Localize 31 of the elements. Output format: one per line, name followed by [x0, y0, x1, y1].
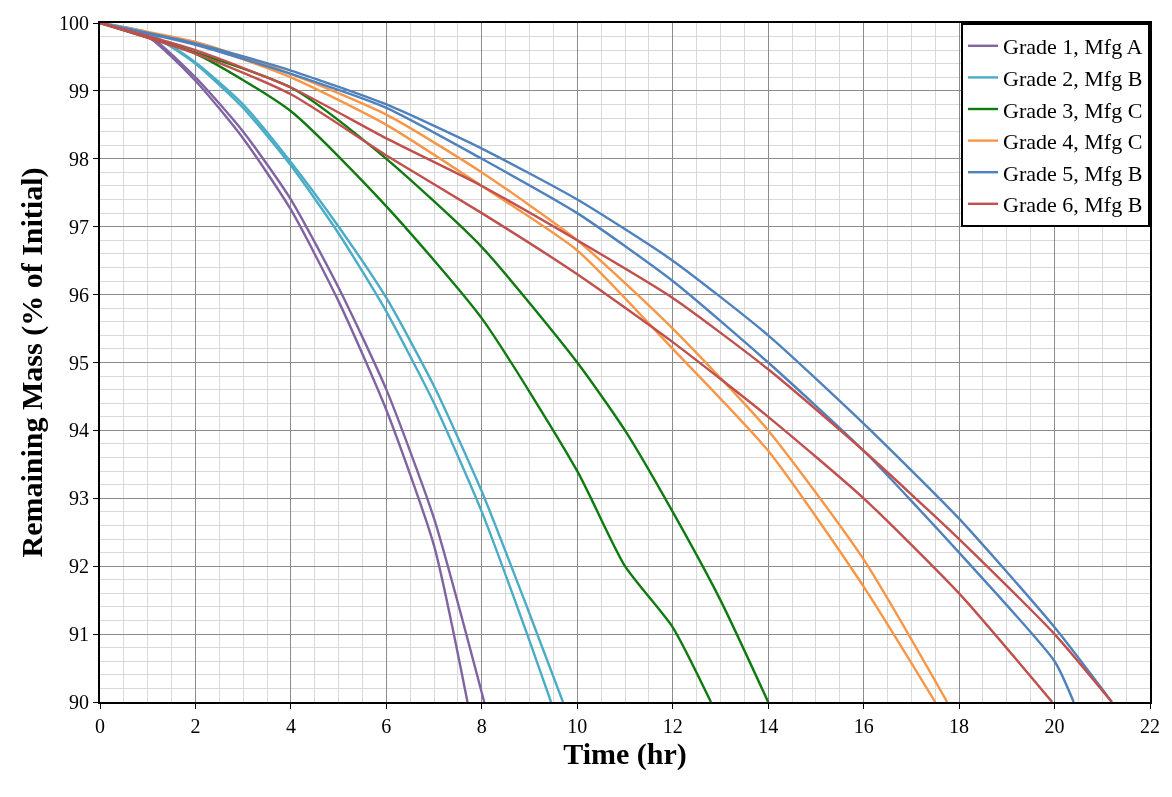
x-tick-label: 20	[1044, 715, 1065, 737]
y-axis-title: Remaining Mass (% of Initial)	[14, 167, 49, 558]
y-tick-label: 100	[59, 12, 89, 34]
y-tick-label: 92	[69, 555, 89, 578]
y-tick-label: 95	[69, 351, 89, 374]
x-tick-label: 2	[190, 715, 201, 737]
x-tick-label: 0	[95, 715, 105, 737]
y-tick-label: 99	[69, 79, 89, 102]
legend-label: Grade 5, Mfg B	[1003, 160, 1143, 186]
x-tick-label: 8	[476, 715, 487, 737]
legend-label: Grade 1, Mfg A	[1003, 34, 1143, 60]
y-tick-label: 97	[69, 215, 89, 238]
legend-label: Grade 2, Mfg B	[1003, 65, 1143, 91]
x-axis-title: Time (hr)	[563, 737, 687, 771]
y-tick-label: 90	[69, 691, 89, 713]
x-tick-label: 10	[567, 715, 588, 737]
x-tick-label: 6	[381, 715, 392, 737]
x-tick-label: 18	[949, 715, 970, 737]
x-tick-label: 4	[285, 715, 296, 737]
y-tick-label: 96	[69, 283, 89, 306]
x-tick-label: 22	[1140, 715, 1160, 737]
legend-label: Grade 3, Mfg C	[1003, 97, 1143, 123]
x-tick-label: 12	[662, 715, 683, 737]
y-tick-label: 98	[69, 147, 89, 170]
y-tick-label: 94	[69, 419, 89, 442]
y-tick-label: 93	[69, 487, 89, 510]
y-tick-label: 91	[69, 623, 89, 646]
legend-label: Grade 4, Mfg C	[1003, 129, 1143, 155]
x-tick-label: 14	[758, 715, 779, 737]
x-tick-label: 16	[853, 715, 874, 737]
legend-label: Grade 6, Mfg B	[1003, 192, 1143, 218]
